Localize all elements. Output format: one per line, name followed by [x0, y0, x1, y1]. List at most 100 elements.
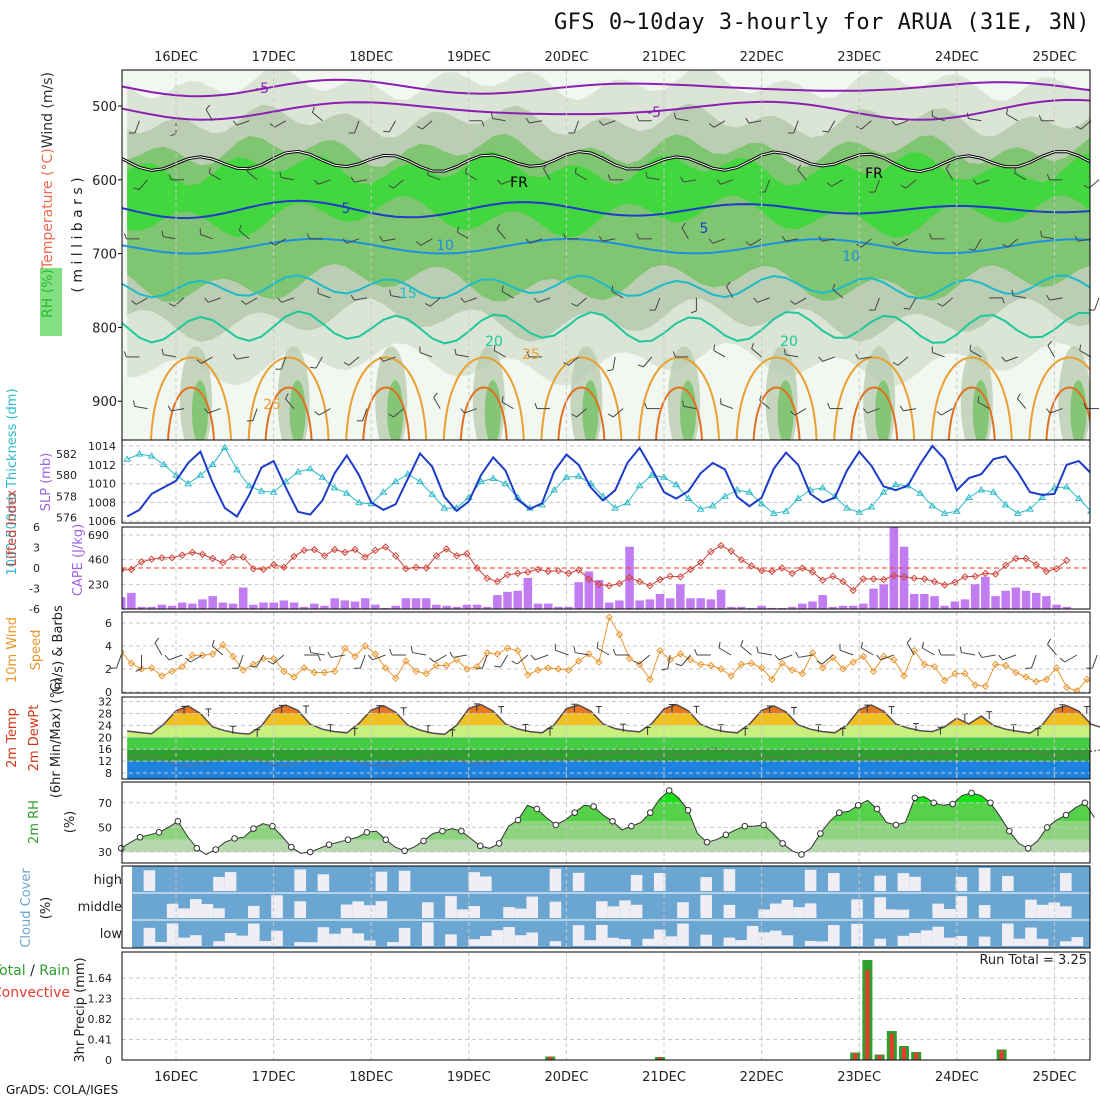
wind-barb-flag [135, 668, 142, 672]
pressure-tick-label: 700 [92, 248, 117, 263]
wind-barb-flag [241, 300, 247, 305]
wind-barb [896, 238, 909, 246]
wind10m-series [122, 613, 1090, 693]
wind-speed-marker [280, 667, 288, 676]
wind-barb [720, 179, 734, 185]
cloud-bar [700, 934, 712, 946]
cloud-bar [781, 935, 794, 946]
wind-speed-marker [564, 666, 573, 674]
rh2m-marker [287, 843, 295, 851]
wind-barb [712, 238, 726, 244]
wind-speed-marker [290, 673, 298, 681]
date-label-bottom: 25DEC [1032, 1070, 1076, 1085]
contour-25 [638, 356, 720, 440]
cloud-layer-label: middle [78, 900, 122, 915]
thickness-marker [501, 479, 510, 487]
wind-barb-flag [633, 660, 640, 665]
cape-bar [147, 606, 156, 609]
wind-barb [427, 174, 441, 181]
cloud-bar [155, 941, 167, 946]
rh2m-marker [439, 827, 446, 835]
wind-barb [906, 642, 915, 656]
contour-30 [850, 386, 899, 440]
upper-air-ylabel-units: ( m i l l i b a r s ) [70, 177, 86, 292]
cape-bar [513, 590, 522, 609]
rh2m-marker [873, 805, 881, 813]
date-label-top: 17DEC [252, 50, 296, 65]
wind-barb [256, 654, 264, 668]
wind-barb [496, 228, 506, 240]
wind-barb [612, 356, 616, 370]
wind-speed-marker [1062, 683, 1071, 692]
wind-speed-marker [656, 646, 664, 655]
ylabel-part: Wind (m/s) [40, 72, 56, 148]
cloud-bar [271, 895, 283, 918]
rh2m-marker [344, 836, 352, 844]
legend-convective: Convective [0, 985, 70, 1001]
wind-barb-flag [379, 356, 384, 362]
wind-barb [318, 292, 331, 299]
wind-barb [821, 654, 834, 665]
run-total-label: Run Total = 3.25 [979, 953, 1087, 968]
rh2m-marker [401, 847, 408, 855]
wind-barb-flag [906, 637, 912, 644]
wind-barb [555, 649, 569, 656]
li-marker [422, 564, 430, 572]
cloud-bar [1071, 937, 1084, 946]
wind-barb-flag [818, 235, 823, 242]
rh2m-marker [476, 842, 484, 850]
rh2m-marker [987, 799, 994, 807]
wind-barb-flag [389, 648, 393, 656]
date-label-top: 20DEC [544, 50, 588, 65]
li-marker [615, 579, 624, 588]
li-marker [219, 558, 227, 567]
wind-barb-flag [672, 351, 676, 358]
wind-barb [941, 408, 953, 416]
cape-bar [360, 598, 370, 609]
wind-barb [1002, 654, 1017, 661]
wind-barb [421, 120, 433, 130]
wind-barb [977, 401, 990, 410]
li-marker [412, 563, 420, 572]
cloud-bar [456, 909, 469, 918]
temp-axis-label: 2m Temp [5, 708, 20, 768]
wind-barb [501, 401, 514, 410]
wind-barb-flag [708, 238, 714, 244]
cape-bar [726, 606, 736, 609]
thickness-marker [733, 486, 742, 493]
wind-barb [905, 179, 917, 189]
wind-speed-marker [178, 662, 186, 671]
cloud-bar [422, 922, 434, 946]
precip-convective-bar [902, 1047, 906, 1060]
wind-barb [138, 179, 148, 191]
cloud-bar [178, 908, 190, 918]
wind-barb-flag [388, 413, 394, 418]
cape-bar [787, 606, 797, 609]
wind-barb-flag [1046, 174, 1050, 180]
wind-barb-flag [525, 238, 531, 244]
wind-speed-marker [961, 669, 969, 678]
wind-speed-marker [351, 652, 359, 661]
wind-barb [359, 654, 366, 669]
wind-barb-flag [1079, 344, 1082, 351]
precip-tick-label: 0 [105, 1054, 112, 1067]
temp-tick-label: 12 [98, 755, 112, 768]
cape-bar [177, 602, 187, 609]
wind-barb-flag [168, 302, 175, 307]
wind-barb [1094, 297, 1100, 311]
rh2m-marker [533, 805, 541, 813]
thickness-tick-label: 576 [56, 512, 77, 525]
contour-25 [540, 356, 623, 440]
date-label-top: 24DEC [935, 50, 979, 65]
li-marker [524, 568, 532, 576]
wind-barb [874, 297, 880, 311]
wind-barb-flag [753, 297, 758, 303]
thickness-marker [172, 471, 180, 478]
wind-barb-flag [465, 167, 467, 174]
wind-barb [667, 654, 671, 669]
cloud-layer-label: high [94, 873, 122, 888]
wind-speed-marker [574, 657, 583, 665]
li-marker [483, 574, 491, 582]
wind-barb [346, 238, 360, 244]
wind-barb-flag [533, 297, 539, 303]
